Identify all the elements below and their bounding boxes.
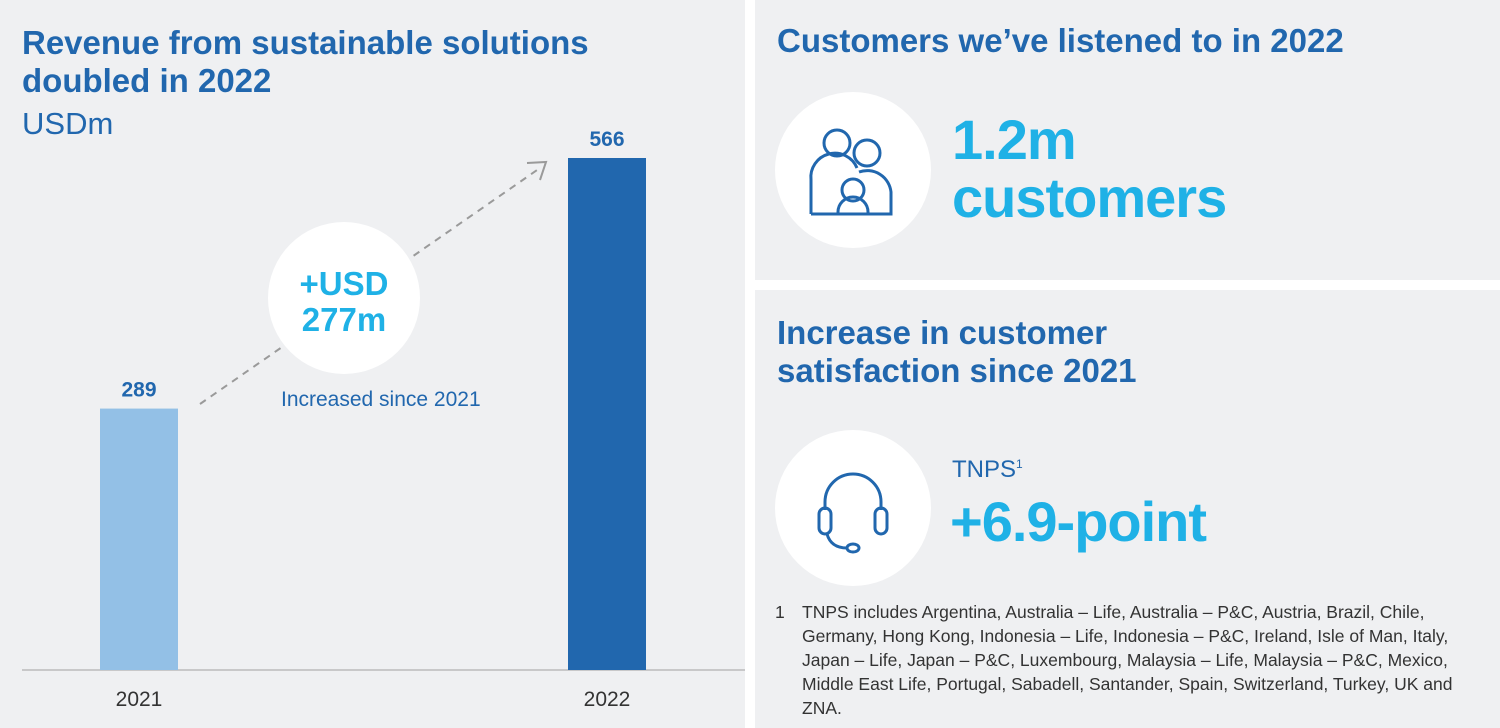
tnps-value: +6.9-point [950, 490, 1207, 553]
bar-2021 [100, 408, 178, 670]
title-line-1: Increase in customer [777, 314, 1108, 351]
footnote-text: TNPS includes Argentina, Australia – Lif… [802, 602, 1453, 718]
unit-label: USDm [22, 106, 114, 141]
data-label-2022: 566 [589, 128, 624, 151]
satisfaction-title: Increase in customer satisfaction since … [777, 314, 1137, 390]
footnote-number: 1 [775, 602, 785, 622]
footnote-marker: 1 [1016, 457, 1023, 471]
growth-arrow-line [199, 167, 541, 405]
family-icon [809, 128, 893, 216]
satisfaction-panel: Increase in customer satisfaction since … [755, 290, 1500, 728]
title-line-2: satisfaction since 2021 [777, 352, 1137, 389]
headset-icon [817, 472, 889, 554]
bar-chart: 289 2021 566 2022 [22, 128, 745, 711]
title-line-2: doubled in 2022 [22, 62, 272, 99]
satisfaction-icon-circle [775, 430, 931, 586]
customers-panel: Customers we’ve listened to in 2022 1.2m… [755, 0, 1500, 280]
footnote: 1 TNPS includes Argentina, Australia – L… [775, 600, 1455, 720]
customers-value: 1.2m [952, 108, 1077, 171]
revenue-panel: Revenue from sustainable solutions doubl… [0, 0, 745, 728]
x-tick-2021: 2021 [116, 688, 163, 711]
customers-label: customers [952, 166, 1227, 229]
x-tick-2022: 2022 [584, 688, 631, 711]
tnps-label: TNPS1 [952, 456, 1023, 484]
callout-line-2: 277m [301, 301, 387, 338]
customers-title: Customers we’ve listened to in 2022 [777, 22, 1344, 59]
growth-arrow-head-icon [526, 160, 548, 181]
callout-caption: Increased since 2021 [281, 388, 481, 411]
callout-line-1: +USD [299, 265, 389, 302]
title-line-1: Revenue from sustainable solutions [22, 24, 589, 61]
callout-circle: +USD 277m [268, 222, 420, 374]
metric-name: TNPS [952, 456, 1017, 483]
data-label-2021: 289 [121, 379, 156, 402]
customers-icon-circle [775, 92, 931, 248]
bar-2022 [568, 158, 646, 670]
revenue-title: Revenue from sustainable solutions doubl… [22, 24, 589, 100]
